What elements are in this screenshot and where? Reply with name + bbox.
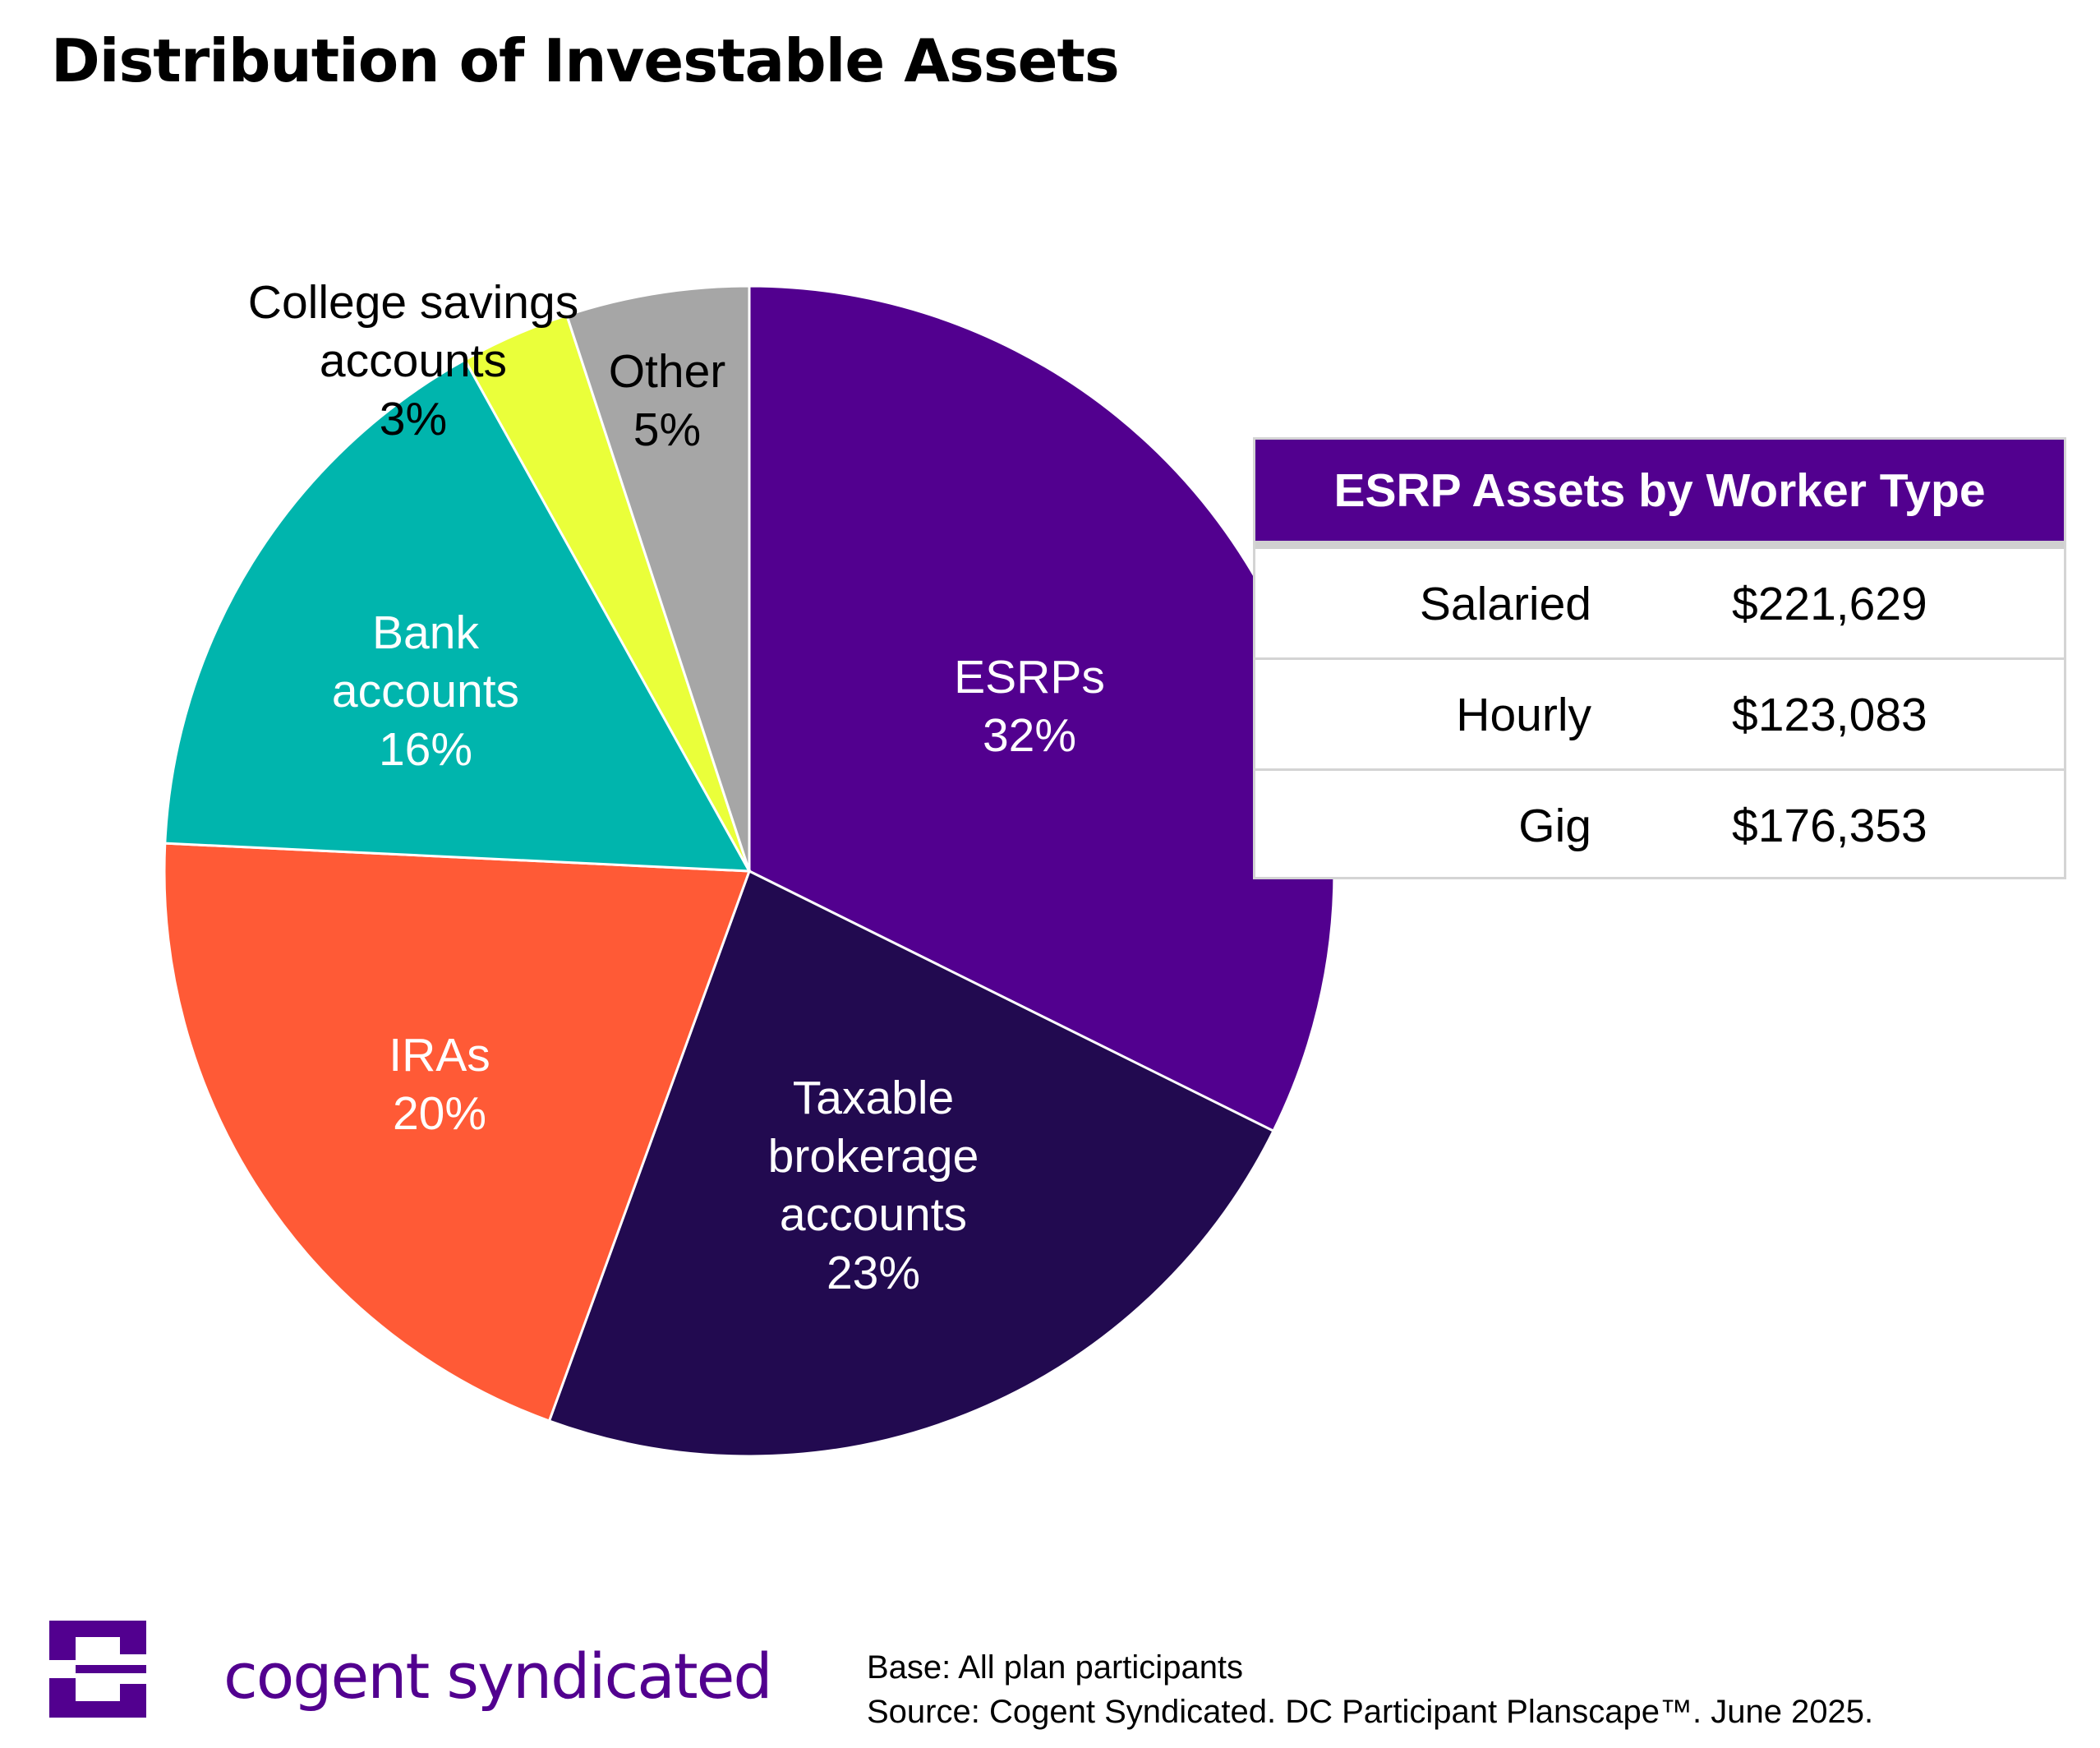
- slice-label: ESRPs 32%: [954, 651, 1105, 762]
- footnotes: Base: All plan participants Source: Coge…: [867, 1645, 1873, 1734]
- pie-slice: [547, 869, 1275, 1458]
- footnote-base: Base: All plan participants: [867, 1649, 1244, 1686]
- row-worker-type: Salaried: [1419, 578, 1591, 630]
- row-worker-type: Hourly: [1456, 689, 1591, 741]
- pie-slice: [564, 284, 751, 872]
- chart-title: Distribution of Investable Assets: [51, 26, 1120, 95]
- footnote-source: Source: Cogent Syndicated. DC Participan…: [867, 1694, 1874, 1730]
- pie-slice: [163, 357, 752, 873]
- table-row: Salaried $221,629: [1255, 549, 2064, 660]
- pie-slice: [163, 842, 752, 1423]
- row-asset-value: $176,353: [1732, 800, 1927, 852]
- slice-label: IRAs 20%: [389, 1029, 490, 1140]
- table-title: ESRP Assets by Worker Type: [1255, 440, 2064, 549]
- cogent-logo-icon: [49, 1621, 146, 1718]
- pie-chart: ESRPs 32% Taxable brokerage accounts 23% IRAs 2…: [163, 276, 1336, 1458]
- slice-label: Bank accounts 16%: [332, 606, 519, 776]
- brand-name: cogent syndicated: [223, 1640, 773, 1713]
- slice-label: College savings accounts 3%: [248, 276, 578, 445]
- row-asset-value: $221,629: [1732, 578, 1927, 630]
- table-row: Gig $176,353: [1255, 771, 2064, 879]
- esrp-assets-table: ESRP Assets by Worker Type Salaried $221…: [1253, 437, 2066, 879]
- row-worker-type: Gig: [1518, 800, 1591, 852]
- slice-label: Taxable brokerage accounts 23%: [768, 1072, 979, 1299]
- row-asset-value: $123,083: [1732, 689, 1927, 741]
- table-row: Hourly $123,083: [1255, 660, 2064, 771]
- pie-slice: [748, 284, 1336, 1133]
- slice-label: Other 5%: [609, 345, 726, 456]
